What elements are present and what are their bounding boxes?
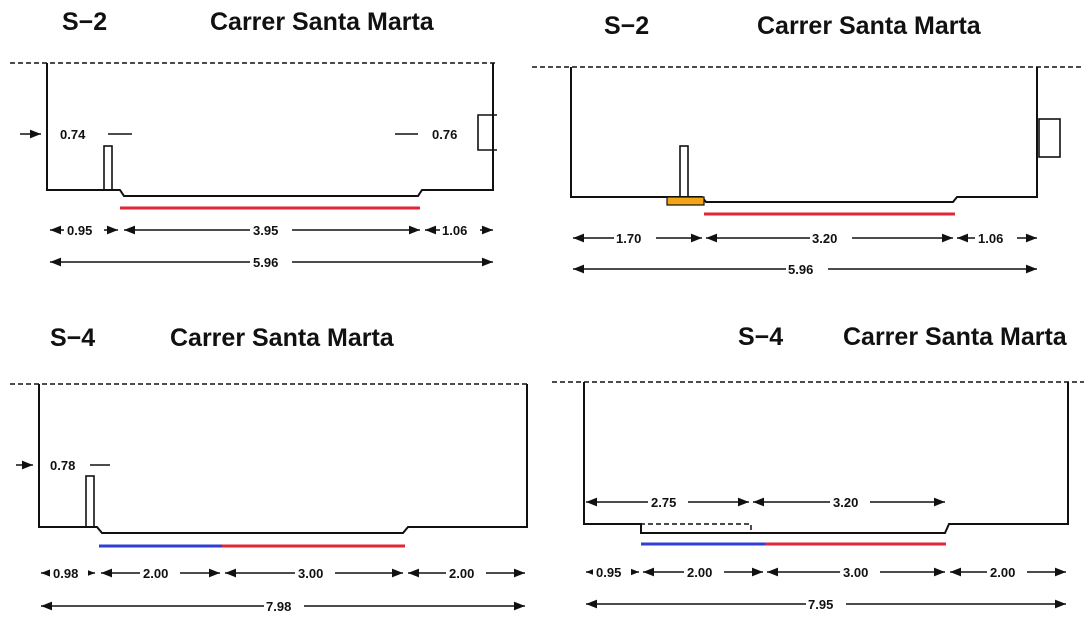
bollard-post [103, 145, 113, 191]
width-label: 3.20 [812, 231, 837, 246]
offset-label: 0.78 [50, 458, 75, 473]
width-label: 1.70 [616, 231, 641, 246]
width-label: 0.95 [596, 565, 621, 580]
street-name: Carrer Santa Marta [757, 12, 982, 40]
width-label: 3.00 [298, 566, 323, 581]
bollard-post [85, 475, 95, 528]
section-panel-2: S−2 Carrer Santa Marta 1.70 3.20 1.06 5.… [532, 12, 1084, 277]
width-label: 3.95 [253, 223, 278, 238]
dashed-platform [640, 523, 752, 533]
section-panel-4: S−4 Carrer Santa Marta 2.75 3.20 0.95 2.… [552, 323, 1084, 612]
width-label: 0.98 [53, 566, 78, 581]
total-width-label: 7.95 [808, 597, 833, 612]
building-protrusion [477, 114, 497, 151]
width-label: 2.00 [449, 566, 474, 581]
section-code: S−2 [604, 12, 649, 40]
bollard-base [666, 196, 705, 206]
bollard-post [679, 145, 689, 198]
offset-label: 0.76 [432, 127, 457, 142]
section-code: S−2 [62, 8, 107, 36]
width-label: 3.00 [843, 565, 868, 580]
street-profile [46, 63, 494, 197]
width-label: 1.06 [978, 231, 1003, 246]
width-label: 2.00 [990, 565, 1015, 580]
section-code: S−4 [738, 323, 783, 351]
total-width-label: 7.98 [266, 599, 291, 614]
offset-label: 0.74 [60, 127, 86, 142]
street-name: Carrer Santa Marta [843, 323, 1068, 351]
width-label: 1.06 [442, 223, 467, 238]
width-label: 2.75 [651, 495, 676, 510]
street-name: Carrer Santa Marta [170, 324, 395, 352]
building-protrusion [1038, 118, 1061, 158]
street-profile [583, 382, 1069, 534]
width-label: 3.20 [833, 495, 858, 510]
width-label: 0.95 [67, 223, 92, 238]
width-label: 2.00 [687, 565, 712, 580]
section-panel-1: S−2 Carrer Santa Marta 0.74 0.76 0.95 3.… [10, 8, 497, 270]
total-width-label: 5.96 [253, 255, 278, 270]
street-name: Carrer Santa Marta [210, 8, 435, 36]
total-width-label: 5.96 [788, 262, 813, 277]
section-code: S−4 [50, 324, 95, 352]
width-label: 2.00 [143, 566, 168, 581]
street-profile [38, 384, 528, 534]
street-profile [570, 67, 1038, 203]
section-panel-3: S−4 Carrer Santa Marta 0.78 0.98 2.00 3.… [10, 324, 528, 614]
